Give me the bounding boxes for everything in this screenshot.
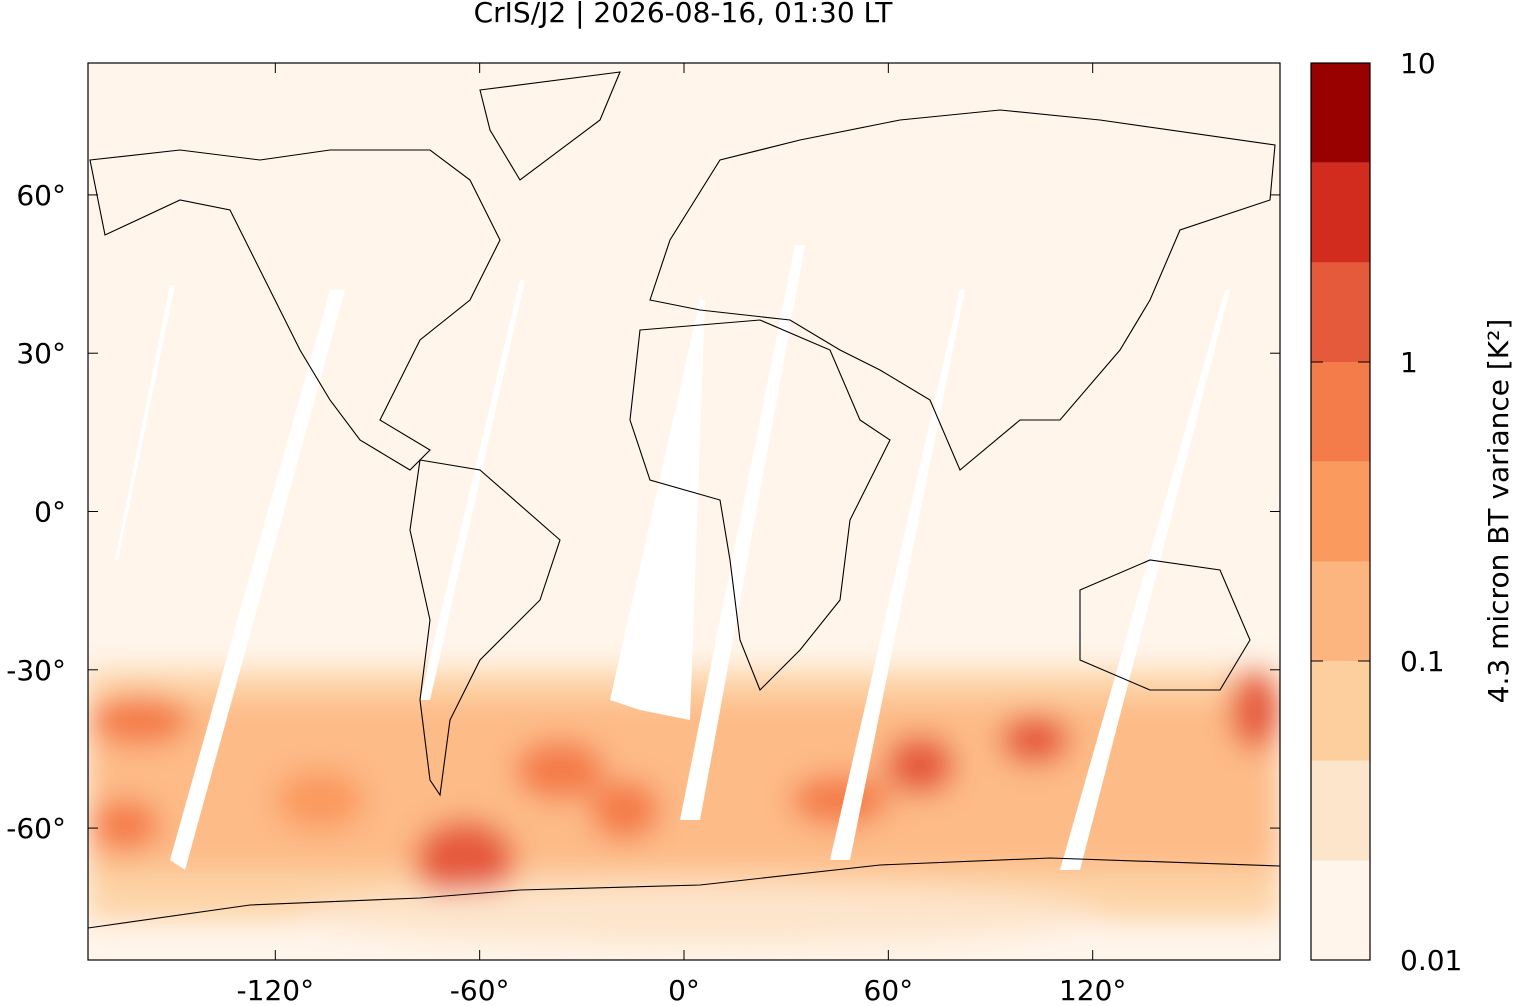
- x-tick-label: -120°: [237, 974, 315, 1002]
- africa: [629, 319, 891, 691]
- colorbar-band: [1311, 860, 1370, 960]
- x-tick-label: 120°: [1059, 974, 1126, 1002]
- colorbar-label: 4.3 micron BT variance [K²]: [1482, 319, 1515, 704]
- greenland: [479, 71, 621, 181]
- swath-gaps: [115, 245, 1230, 870]
- chart-title: CrIS/J2 | 2026-08-16, 01:30 LT: [474, 0, 894, 29]
- colorbar: [1311, 63, 1370, 960]
- colorbar-band: [1311, 661, 1370, 761]
- variance-field: [88, 71, 1280, 945]
- colorbar-band: [1311, 262, 1370, 362]
- colorbar-band: [1311, 162, 1370, 263]
- x-tick-label: -60°: [450, 974, 510, 1002]
- colorbar-band: [1311, 362, 1370, 462]
- colorbar-tick-label: 0.1: [1400, 645, 1445, 678]
- y-tick-label: 60°: [16, 179, 66, 212]
- y-tick-label: -30°: [6, 654, 66, 687]
- y-tick-label: 0°: [34, 496, 66, 529]
- coastlines: [88, 71, 1280, 929]
- colorbar-frame: [1310, 62, 1371, 961]
- eurasia: [649, 109, 1276, 471]
- colorbar-tick-label: 10: [1400, 47, 1436, 80]
- y-tick-label: 30°: [16, 337, 66, 370]
- colorbar-tick-label: 1: [1400, 346, 1418, 379]
- colorbar-tick-label: 0.01: [1400, 944, 1462, 977]
- colorbar-band: [1311, 760, 1370, 861]
- colorbar-band: [1311, 461, 1370, 562]
- x-tick-label: 0°: [668, 974, 700, 1002]
- north-america: [89, 149, 501, 471]
- south-america: [409, 459, 561, 797]
- australia: [1079, 559, 1251, 691]
- x-tick-label: 60°: [864, 974, 914, 1002]
- colorbar-band: [1311, 561, 1370, 661]
- antarctica: [88, 857, 1280, 929]
- colorbar-band: [1311, 63, 1370, 163]
- y-tick-label: -60°: [6, 812, 66, 845]
